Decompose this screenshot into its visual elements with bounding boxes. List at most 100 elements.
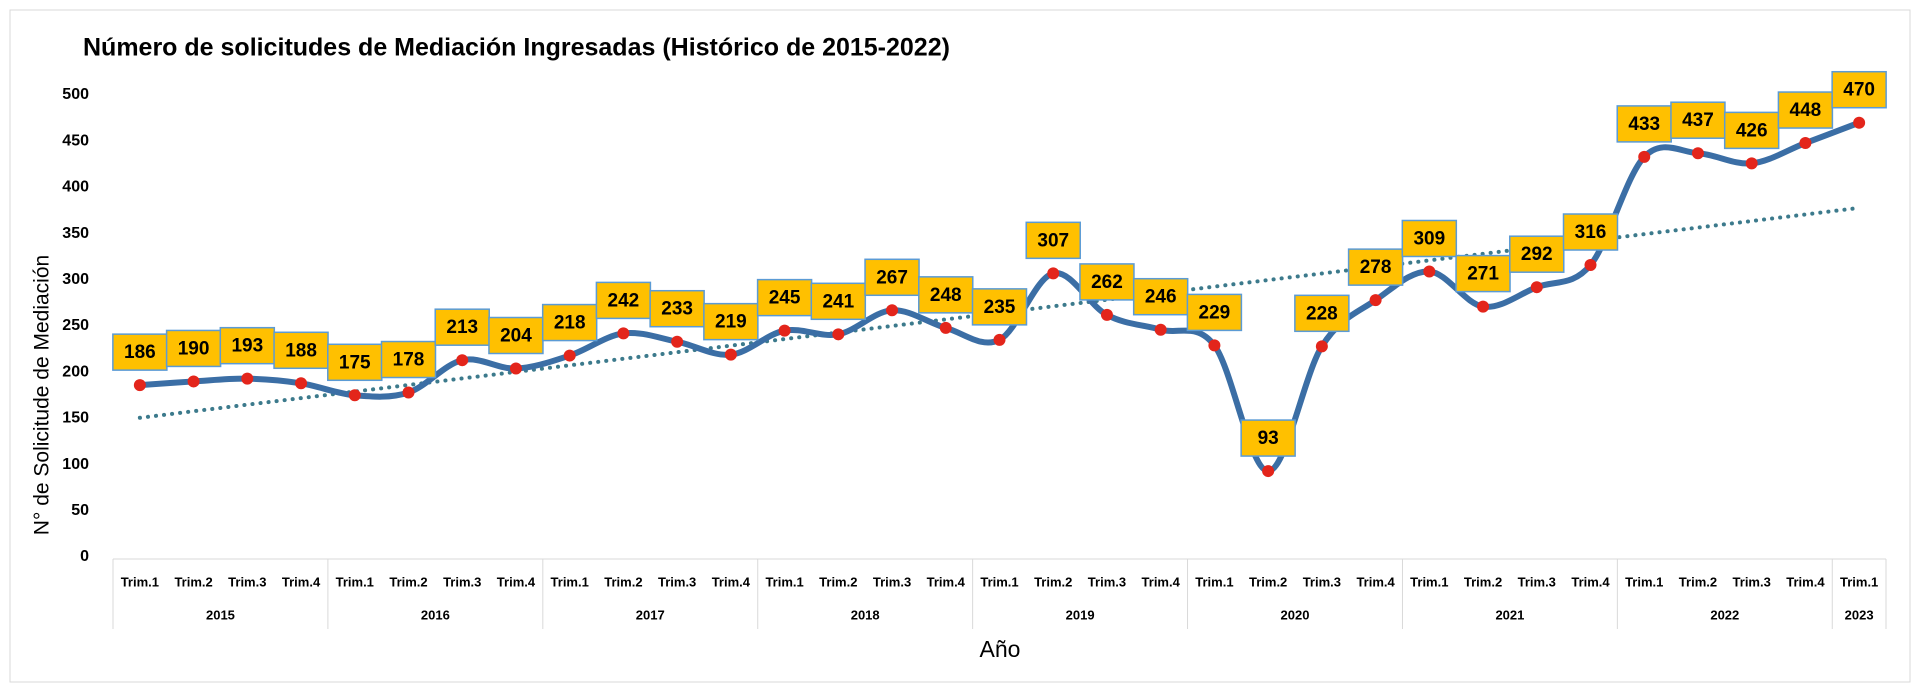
data-label: 193 xyxy=(231,336,263,357)
label-box xyxy=(918,276,974,314)
x-tick-label: Trim.2 xyxy=(1034,574,1072,589)
marker xyxy=(1691,147,1704,160)
marker xyxy=(1369,294,1382,307)
marker xyxy=(1423,265,1436,278)
marker xyxy=(509,362,522,375)
x-tick-label: Trim.4 xyxy=(497,574,536,589)
data-label: 245 xyxy=(769,288,801,309)
data-label: 188 xyxy=(285,340,317,361)
x-tick-label: Trim.4 xyxy=(1571,574,1610,589)
marker xyxy=(1745,157,1758,170)
x-tick-label: Trim.2 xyxy=(819,574,857,589)
x-tick-label: Trim.1 xyxy=(336,574,374,589)
data-label: 204 xyxy=(500,326,532,347)
marker xyxy=(1584,259,1597,272)
y-axis-label: N° de Solicitude de Mediación xyxy=(31,255,54,535)
x-tick-label: Trim.3 xyxy=(873,574,911,589)
x-tick-label: Trim.2 xyxy=(174,574,212,589)
label-box xyxy=(1401,219,1458,258)
x-group-label: 2022 xyxy=(1710,607,1739,622)
label-box xyxy=(864,258,920,297)
data-label: 262 xyxy=(1091,272,1123,293)
x-tick-label: Trim.4 xyxy=(712,574,751,589)
x-tick-label: Trim.1 xyxy=(1625,574,1663,589)
data-label: 433 xyxy=(1628,114,1660,135)
x-group-label: 2023 xyxy=(1845,607,1874,622)
label-box xyxy=(1509,235,1565,273)
label-box xyxy=(1455,254,1511,293)
label-box xyxy=(1079,263,1135,301)
data-label: 307 xyxy=(1037,230,1069,251)
data-label: 470 xyxy=(1843,80,1875,101)
marker xyxy=(617,327,630,340)
label-box xyxy=(1562,213,1619,251)
marker xyxy=(1799,137,1812,150)
x-tick-label: Trim.3 xyxy=(658,574,696,589)
label-box xyxy=(703,302,759,341)
marker xyxy=(1262,465,1275,478)
x-tick-label: Trim.1 xyxy=(1410,574,1448,589)
x-group-label: 2015 xyxy=(206,607,235,622)
x-tick-label: Trim.2 xyxy=(1464,574,1502,589)
label-box xyxy=(380,340,437,379)
marker xyxy=(563,349,576,362)
label-box xyxy=(541,303,598,342)
marker xyxy=(1477,300,1490,313)
marker xyxy=(348,389,361,402)
label-box xyxy=(1186,293,1243,332)
data-label: 175 xyxy=(339,352,371,373)
label-box xyxy=(810,282,867,321)
data-label: 219 xyxy=(715,312,747,333)
data-label: 241 xyxy=(822,291,854,312)
y-tick-label: 150 xyxy=(62,410,89,427)
y-tick-label: 350 xyxy=(62,225,89,242)
marker xyxy=(295,377,308,390)
x-tick-label: Trim.3 xyxy=(1088,574,1126,589)
marker xyxy=(886,304,899,317)
marker xyxy=(832,328,845,341)
x-group-label: 2021 xyxy=(1495,607,1524,622)
y-tick-label: 50 xyxy=(71,502,89,519)
data-label: 229 xyxy=(1199,302,1231,323)
marker xyxy=(402,386,415,399)
marker xyxy=(456,354,469,367)
label-box xyxy=(1777,91,1834,129)
data-label: 213 xyxy=(446,317,478,338)
data-label: 218 xyxy=(554,313,586,334)
y-tick-label: 400 xyxy=(62,179,89,196)
label-box xyxy=(971,288,1028,326)
marker xyxy=(1154,323,1167,336)
x-axis-label: Año xyxy=(980,636,1021,662)
marker xyxy=(133,379,146,392)
x-tick-label: Trim.3 xyxy=(1733,574,1771,589)
marker xyxy=(1315,340,1328,353)
marker xyxy=(1047,267,1060,280)
x-group-label: 2016 xyxy=(421,607,450,622)
x-tick-label: Trim.1 xyxy=(1195,574,1233,589)
x-tick-label: Trim.3 xyxy=(228,574,266,589)
y-tick-label: 100 xyxy=(62,456,89,473)
y-tick-label: 0 xyxy=(80,548,89,565)
x-tick-label: Trim.3 xyxy=(1303,574,1341,589)
data-label: 271 xyxy=(1467,264,1499,285)
x-tick-label: Trim.2 xyxy=(1679,574,1717,589)
marker xyxy=(241,372,254,385)
marker xyxy=(1853,116,1866,129)
data-label: 186 xyxy=(124,342,156,363)
y-tick-label: 500 xyxy=(62,86,89,103)
chart-title: Número de solicitudes de Mediación Ingre… xyxy=(83,34,950,62)
x-tick-label: Trim.4 xyxy=(1786,574,1825,589)
data-label: 242 xyxy=(608,290,640,311)
x-tick-label: Trim.1 xyxy=(1840,574,1878,589)
data-label: 178 xyxy=(393,350,425,371)
x-tick-label: Trim.2 xyxy=(1249,574,1287,589)
y-tick-label: 450 xyxy=(62,132,89,149)
marker xyxy=(1208,339,1221,352)
marker xyxy=(1638,150,1651,163)
x-tick-label: Trim.2 xyxy=(604,574,642,589)
data-label: 267 xyxy=(876,267,908,288)
label-box xyxy=(434,308,490,346)
x-tick-label: Trim.3 xyxy=(1518,574,1556,589)
